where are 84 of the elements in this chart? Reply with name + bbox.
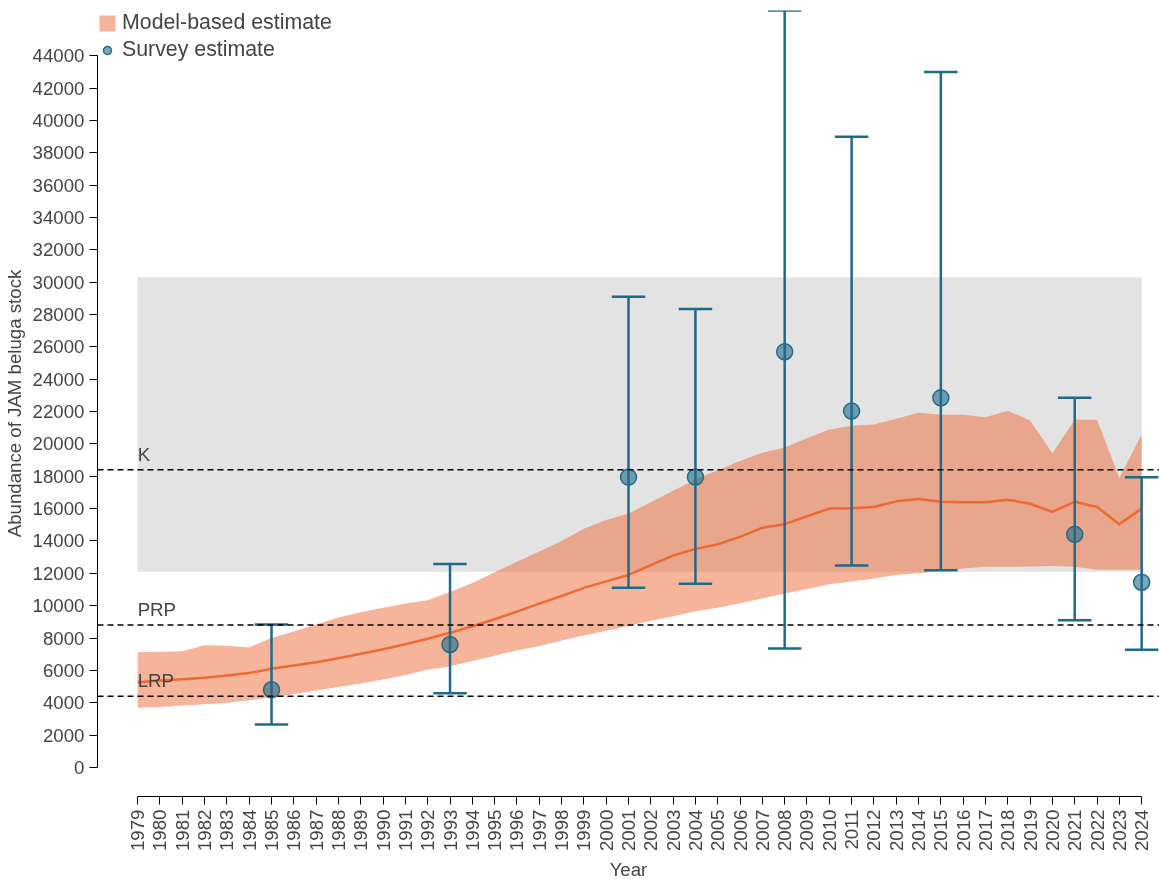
x-tick-label: 1988	[327, 809, 349, 851]
x-tick-label: 2006	[729, 809, 751, 851]
x-tick-label: 1987	[305, 809, 327, 851]
y-tick-label: 4000	[43, 692, 85, 714]
y-tick-label: 30000	[32, 271, 85, 293]
y-tick-label: 0	[74, 756, 85, 778]
x-tick-label: 1985	[261, 809, 283, 851]
ref-line-label: PRP	[137, 599, 177, 621]
x-tick-label: 1993	[439, 809, 461, 851]
point	[1065, 525, 1084, 544]
y-tick-label: 34000	[32, 207, 85, 229]
point	[619, 468, 638, 486]
x-tick-label: 1982	[194, 809, 216, 851]
x-tick-label: 2017	[974, 809, 996, 851]
x-tick-label: 2011	[841, 809, 863, 850]
y-tick-label: 8000	[43, 627, 85, 649]
y-tick-label: 24000	[32, 368, 85, 390]
point	[842, 402, 861, 420]
point	[775, 343, 794, 361]
y-tick-label: 6000	[43, 659, 85, 681]
point	[441, 635, 459, 654]
x-tick-label: 2007	[751, 809, 773, 851]
x-tick-label: 1997	[528, 809, 550, 851]
x-tick-label: 2018	[997, 809, 1019, 851]
point	[262, 681, 281, 699]
x-tick-label: 1984	[238, 809, 260, 851]
x-tick-label: 2022	[1086, 809, 1108, 851]
x-tick-label: 2012	[863, 809, 885, 851]
y-tick-label: 10000	[32, 595, 85, 617]
x-tick-label: 2013	[885, 809, 907, 851]
x-axis-title: Year	[609, 859, 648, 880]
y-tick-label: 12000	[32, 562, 85, 584]
x-tick-label: 2019	[1019, 809, 1041, 851]
x-tick-label: 2010	[818, 809, 840, 851]
y-tick-label: 40000	[32, 109, 85, 131]
point	[932, 389, 950, 407]
y-tick-label: 38000	[32, 142, 85, 164]
x-tick-label: 1980	[149, 809, 171, 851]
x-tick-label: 2015	[930, 809, 952, 851]
y-axis-title: Abundance of JAM beluga stock	[3, 269, 25, 538]
x-tick-label: 2000	[595, 809, 617, 851]
x-tick-label: 1992	[417, 809, 439, 851]
x-tick-label: 1990	[372, 809, 394, 851]
y-tick-label: 32000	[32, 239, 85, 261]
x-tick-label: 2021	[1064, 809, 1086, 851]
x-tick-label: 2020	[1041, 809, 1063, 851]
y-tick-label: 2000	[43, 724, 85, 746]
x-tick-label: 2009	[796, 809, 818, 851]
x-tick-label: 1989	[350, 809, 372, 851]
x-tick-label: 2001	[618, 809, 639, 851]
x-tick-label: 1991	[394, 809, 416, 851]
y-tick-label: 14000	[32, 530, 85, 552]
x-tick-label: 2016	[952, 809, 974, 851]
x-tick-label: 1995	[484, 809, 506, 851]
x-tick-label: 2002	[640, 809, 662, 851]
y-tick-label: 16000	[32, 498, 85, 520]
x-tick-label: 1994	[461, 809, 483, 851]
x-tick-label: 2008	[774, 809, 796, 851]
x-tick-label: 1986	[283, 809, 305, 851]
x-tick-label: 2023	[1108, 809, 1130, 851]
point	[1132, 573, 1151, 591]
ref-line-label: K	[137, 443, 151, 465]
x-tick-label: 2005	[707, 809, 729, 851]
y-tick-label: 18000	[32, 465, 85, 487]
point	[686, 468, 705, 486]
x-tick-label: 2003	[662, 809, 684, 851]
x-tick-label: 2014	[908, 809, 930, 851]
y-tick-label: 28000	[32, 304, 85, 326]
x-tick-label: 1998	[551, 809, 573, 851]
x-tick-label: 1981	[171, 809, 193, 851]
x-tick-label: 2004	[684, 809, 706, 851]
y-tick-label: 42000	[32, 77, 85, 99]
y-tick-label: 26000	[32, 336, 85, 358]
x-tick-label: 1983	[216, 809, 238, 851]
y-tick-label: 22000	[32, 401, 85, 423]
x-tick-label: 1999	[573, 809, 595, 851]
x-tick-label: 1979	[127, 809, 149, 851]
x-tick-label: 1996	[506, 809, 528, 851]
x-tick-label: 2024	[1131, 809, 1153, 851]
legend-label: Model-based estimate	[122, 10, 332, 35]
y-tick-label: 44000	[32, 45, 85, 67]
legend-label: Survey estimate	[122, 37, 275, 62]
y-tick-label: 36000	[32, 174, 85, 196]
y-tick-label: 20000	[32, 433, 85, 455]
